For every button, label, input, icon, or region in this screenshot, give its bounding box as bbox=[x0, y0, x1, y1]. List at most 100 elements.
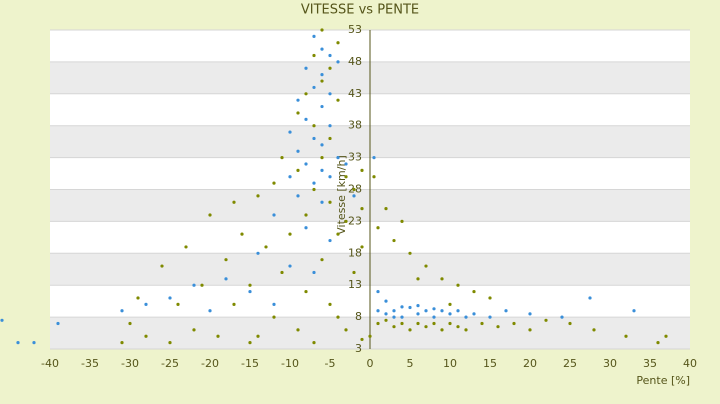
scatter-point bbox=[296, 168, 300, 172]
scatter-point bbox=[320, 104, 324, 109]
scatter-point bbox=[368, 334, 372, 338]
scatter-point bbox=[656, 341, 660, 345]
x-tick-label: 30 bbox=[603, 357, 617, 370]
scatter-point bbox=[372, 175, 376, 179]
scatter-point bbox=[248, 283, 252, 287]
x-tick-label: -40 bbox=[41, 357, 59, 370]
scatter-point bbox=[232, 200, 236, 204]
x-tick-label: 5 bbox=[407, 357, 414, 370]
scatter-point bbox=[248, 341, 252, 345]
scatter-point bbox=[296, 149, 300, 153]
scatter-point bbox=[440, 309, 444, 313]
y-tick-label: 18 bbox=[348, 246, 362, 259]
y-tick-label: 3 bbox=[355, 342, 362, 355]
scatter-point bbox=[328, 200, 332, 204]
scatter-point bbox=[632, 309, 636, 313]
y-tick-label: 53 bbox=[348, 23, 362, 36]
scatter-point bbox=[192, 328, 196, 332]
scatter-point bbox=[216, 334, 220, 338]
scatter-point bbox=[344, 219, 348, 223]
scatter-point bbox=[120, 309, 124, 313]
scatter-point bbox=[312, 34, 316, 38]
scatter-point bbox=[512, 321, 516, 326]
scatter-point bbox=[464, 328, 468, 332]
scatter-point bbox=[624, 334, 628, 338]
scatter-point bbox=[336, 98, 340, 102]
scatter-point bbox=[336, 156, 340, 160]
scatter-point bbox=[320, 200, 324, 204]
scatter-point bbox=[320, 28, 324, 32]
scatter-point bbox=[304, 226, 308, 230]
scatter-point bbox=[208, 213, 212, 217]
scatter-point bbox=[424, 264, 428, 268]
x-tick-label: 10 bbox=[443, 357, 457, 370]
scatter-point bbox=[336, 232, 340, 236]
scatter-point bbox=[232, 302, 236, 306]
scatter-point bbox=[184, 245, 188, 249]
scatter-point bbox=[488, 315, 492, 319]
scatter-point bbox=[456, 309, 460, 313]
scatter-point bbox=[384, 318, 388, 322]
scatter-point bbox=[560, 315, 564, 319]
scatter-point bbox=[312, 270, 316, 275]
scatter-point bbox=[224, 258, 228, 262]
x-tick-label: 40 bbox=[683, 357, 697, 370]
scatter-point bbox=[360, 337, 364, 342]
scatter-point bbox=[376, 226, 380, 230]
scatter-point bbox=[312, 187, 316, 192]
scatter-point bbox=[376, 309, 380, 313]
scatter-point bbox=[372, 156, 376, 160]
scatter-point bbox=[336, 41, 340, 45]
scatter-point bbox=[344, 175, 348, 179]
scatter-point bbox=[336, 60, 340, 64]
scatter-point bbox=[664, 334, 668, 338]
scatter-point bbox=[416, 304, 420, 308]
y-tick-label: 38 bbox=[348, 119, 362, 132]
scatter-point bbox=[528, 312, 532, 316]
scatter-point bbox=[424, 325, 428, 329]
scatter-point bbox=[360, 207, 364, 211]
scatter-point bbox=[384, 312, 388, 316]
x-tick-label: 20 bbox=[523, 357, 537, 370]
scatter-point bbox=[240, 232, 244, 236]
scatter-point bbox=[312, 85, 316, 90]
scatter-point bbox=[312, 53, 316, 58]
scatter-point bbox=[136, 296, 140, 300]
scatter-point bbox=[392, 325, 396, 329]
scatter-point bbox=[312, 181, 316, 185]
scatter-point bbox=[296, 194, 300, 198]
scatter-point bbox=[448, 321, 452, 326]
y-tick-label: 33 bbox=[348, 151, 362, 164]
scatter-point bbox=[328, 92, 332, 96]
scatter-point bbox=[256, 251, 260, 255]
y-tick-label: 8 bbox=[355, 310, 362, 323]
scatter-point bbox=[448, 302, 452, 306]
scatter-point bbox=[312, 136, 316, 141]
scatter-point bbox=[432, 307, 436, 311]
x-tick-label: 0 bbox=[367, 357, 374, 370]
scatter-point bbox=[272, 213, 276, 217]
scatter-point bbox=[400, 321, 404, 326]
scatter-point bbox=[200, 283, 204, 287]
scatter-point bbox=[320, 73, 324, 77]
y-tick-label: 43 bbox=[348, 87, 362, 100]
scatter-point bbox=[328, 136, 332, 141]
scatter-point bbox=[304, 162, 308, 166]
x-tick-label: -15 bbox=[241, 357, 259, 370]
scatter-point bbox=[472, 289, 476, 294]
x-tick-label: 15 bbox=[483, 357, 497, 370]
scatter-point bbox=[448, 312, 452, 316]
scatter-point bbox=[416, 321, 420, 326]
scatter-point bbox=[456, 283, 460, 287]
scatter-point bbox=[312, 124, 316, 128]
scatter-point bbox=[408, 328, 412, 332]
scatter-point bbox=[424, 309, 428, 313]
scatter-point bbox=[328, 124, 332, 128]
scatter-point bbox=[504, 309, 508, 313]
scatter-point bbox=[440, 277, 444, 281]
scatter-point bbox=[320, 156, 324, 160]
chart-title: VITESSE vs PENTE bbox=[301, 3, 419, 18]
scatter-point bbox=[344, 162, 348, 166]
scatter-point bbox=[296, 98, 300, 102]
